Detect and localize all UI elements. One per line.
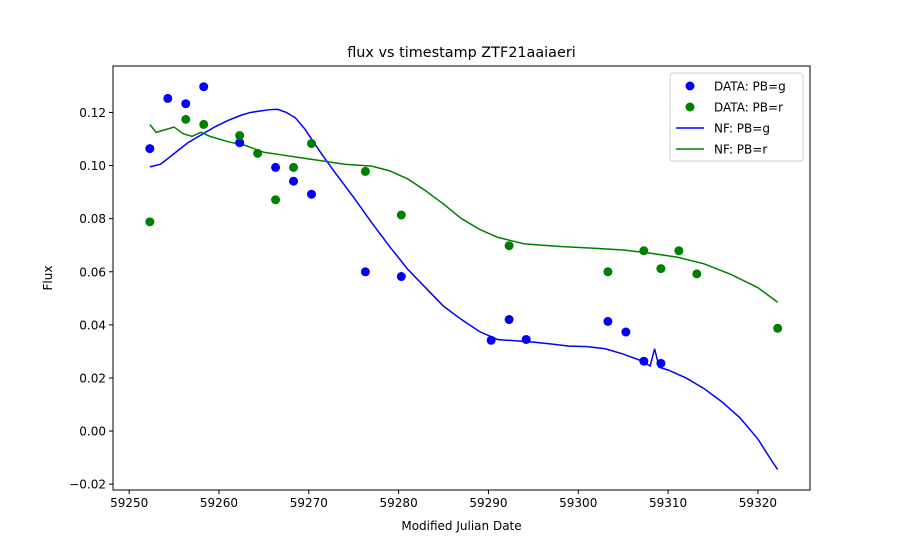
x-tick-label-5: 59300 (559, 496, 597, 510)
y-tick-label-5: 0.08 (79, 212, 106, 226)
data-point-s0-3 (199, 82, 209, 92)
data-point-s0-1 (163, 93, 173, 103)
data-point-s0-7 (307, 189, 316, 199)
data-point-s0-12 (521, 334, 531, 344)
data-point-s0-10 (486, 335, 496, 345)
data-point-s1-11 (603, 267, 613, 277)
data-point-s1-15 (692, 269, 702, 279)
data-point-s1-16 (773, 323, 783, 333)
data-point-s0-5 (271, 162, 281, 172)
data-point-s0-9 (396, 272, 406, 282)
data-point-s0-14 (621, 327, 631, 337)
y-tick-label-0: −0.02 (69, 478, 106, 492)
x-tick-label-3: 59280 (380, 496, 418, 510)
legend: DATA: PB=g DATA: PB=r NF: PB=g NF: PB=r (669, 72, 804, 162)
x-tick-label-1: 59260 (200, 496, 238, 510)
data-point-s0-13 (603, 316, 613, 326)
legend-label-2: NF: PB=g (714, 122, 770, 136)
y-tick-label-6: 0.10 (79, 159, 106, 173)
data-point-s1-13 (656, 264, 666, 274)
data-point-s1-7 (307, 139, 316, 149)
legend-marker-0 (685, 81, 695, 91)
axis-ticks: 59250 59260 59270 59280 59290 59300 59310 59320… (69, 106, 777, 510)
data-point-s1-6 (289, 162, 299, 172)
data-point-s0-0 (145, 144, 155, 154)
data-point-s0-2 (181, 99, 191, 109)
data-point-s0-16 (656, 358, 666, 368)
legend-label-3: NF: PB=r (714, 143, 767, 157)
data-point-s0-4 (235, 138, 245, 148)
y-tick-label-1: 0.00 (79, 425, 106, 439)
y-tick-label-7: 0.12 (79, 106, 106, 120)
data-point-s0-8 (360, 267, 370, 277)
data-point-s1-2 (199, 119, 209, 129)
x-axis-label: Modified Julian Date (401, 519, 521, 533)
plot-area (145, 82, 783, 470)
data-point-s0-11 (504, 315, 514, 325)
y-tick-label-4: 0.06 (79, 265, 106, 279)
legend-box (669, 72, 804, 162)
x-tick-label-0: 59250 (110, 496, 148, 510)
y-tick-label-3: 0.04 (79, 318, 106, 332)
x-tick-label-2: 59270 (290, 496, 328, 510)
data-point-s1-12 (639, 246, 649, 256)
data-point-s1-4 (253, 148, 263, 158)
plot-frame (112, 65, 811, 491)
y-axis-label: Flux (41, 266, 55, 291)
data-point-s1-14 (674, 246, 684, 256)
x-tick-label-4: 59290 (469, 496, 507, 510)
data-point-s1-10 (504, 241, 514, 251)
data-point-s1-9 (396, 210, 406, 220)
data-point-s1-3 (235, 131, 245, 141)
legend-marker-1 (685, 102, 695, 112)
data-point-s0-15 (639, 356, 649, 366)
data-point-s1-1 (181, 114, 191, 124)
y-tick-label-2: 0.02 (79, 371, 106, 385)
data-point-s1-5 (271, 195, 281, 205)
data-point-s1-0 (145, 217, 155, 227)
data-point-s0-6 (289, 176, 299, 186)
series-line-2 (149, 108, 779, 470)
legend-label-0: DATA: PB=g (714, 80, 786, 94)
x-tick-label-6: 59310 (649, 496, 687, 510)
chart-title: flux vs timestamp ZTF21aaiaeri (347, 45, 576, 61)
legend-label-1: DATA: PB=r (714, 101, 783, 115)
data-point-s1-8 (360, 166, 370, 176)
x-tick-label-7: 59320 (739, 496, 777, 510)
